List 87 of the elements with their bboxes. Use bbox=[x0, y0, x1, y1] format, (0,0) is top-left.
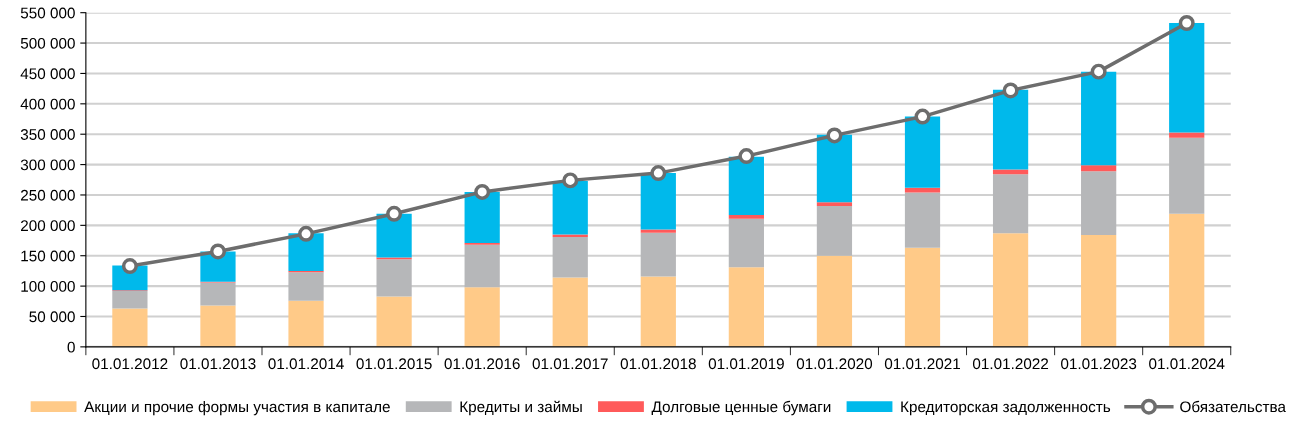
legend-label: Кредиторская задолженность bbox=[901, 401, 1111, 416]
y-tick-label: 550 000 bbox=[20, 7, 75, 19]
y-tick-label: 450 000 bbox=[20, 68, 75, 80]
bar bbox=[112, 290, 148, 309]
y-tick-label: 250 000 bbox=[21, 189, 75, 201]
y-tick-label: 50 000 bbox=[29, 311, 75, 323]
point bbox=[1090, 63, 1107, 80]
bar bbox=[640, 229, 676, 233]
bar bbox=[552, 234, 588, 237]
y-tick-label: 400 000 bbox=[20, 98, 75, 110]
point bbox=[121, 258, 138, 275]
bar bbox=[1081, 171, 1117, 236]
y-tick-label: 100 000 bbox=[21, 280, 75, 292]
bar bbox=[640, 173, 676, 230]
bar bbox=[1169, 132, 1205, 138]
y-tick-label: 350 000 bbox=[20, 129, 75, 140]
point bbox=[650, 165, 667, 182]
bar bbox=[1081, 235, 1117, 347]
x-tick-label: 01.01.2022 bbox=[972, 358, 1049, 370]
bar bbox=[904, 192, 941, 248]
y-tick-label: 500 000 bbox=[20, 37, 75, 49]
bar bbox=[728, 267, 764, 347]
bar bbox=[1169, 137, 1205, 214]
bar bbox=[992, 174, 1029, 234]
bar bbox=[1169, 23, 1205, 133]
bar bbox=[376, 296, 412, 347]
legend-label: Акции и прочие формы участия в капитале bbox=[84, 400, 390, 416]
bar bbox=[464, 244, 500, 288]
point bbox=[386, 205, 403, 222]
point bbox=[738, 148, 755, 165]
bar bbox=[376, 213, 412, 258]
bar bbox=[376, 259, 412, 297]
x-tick-label: 01.01.2017 bbox=[532, 358, 608, 370]
point bbox=[209, 243, 226, 260]
bar bbox=[464, 287, 500, 347]
bar bbox=[112, 308, 148, 347]
legend-label: Долговые ценные бумаги bbox=[651, 400, 831, 416]
point bbox=[562, 172, 579, 189]
bar bbox=[728, 215, 764, 219]
bar bbox=[992, 89, 1029, 170]
bar bbox=[640, 276, 676, 347]
y-tick-label: 150 000 bbox=[21, 250, 75, 262]
bar bbox=[200, 305, 236, 347]
y-tick-label: 0 bbox=[67, 341, 75, 353]
bar bbox=[552, 180, 588, 235]
bar bbox=[1169, 213, 1205, 347]
bar bbox=[992, 169, 1029, 175]
x-tick-label: 01.01.2018 bbox=[620, 358, 696, 370]
x-tick-label: 01.01.2023 bbox=[1061, 358, 1137, 370]
bar bbox=[1081, 165, 1117, 172]
x-tick-label: 01.01.2012 bbox=[92, 358, 168, 370]
bar bbox=[904, 116, 941, 188]
bar bbox=[992, 233, 1029, 347]
bar bbox=[816, 134, 853, 203]
x-tick-label: 01.01.2024 bbox=[1149, 358, 1225, 370]
bar bbox=[904, 187, 941, 193]
bar bbox=[288, 300, 324, 347]
x-tick-label: 01.01.2016 bbox=[444, 358, 520, 370]
x-tick-label: 01.01.2019 bbox=[708, 358, 784, 370]
point bbox=[914, 108, 931, 125]
x-tick-label: 01.01.2020 bbox=[796, 358, 873, 370]
bar bbox=[288, 272, 324, 301]
point bbox=[826, 127, 843, 144]
legend-label: Кредиты и займы bbox=[460, 400, 582, 416]
x-tick-label: 01.01.2013 bbox=[180, 358, 256, 370]
y-tick-label: 200 000 bbox=[21, 220, 75, 232]
bar bbox=[552, 236, 588, 278]
bar bbox=[464, 191, 500, 243]
bar bbox=[552, 277, 588, 347]
x-tick-label: 01.01.2021 bbox=[884, 358, 960, 370]
bar bbox=[816, 202, 853, 206]
point bbox=[1002, 82, 1019, 99]
point bbox=[1178, 15, 1195, 32]
bar bbox=[728, 156, 764, 216]
x-tick-label: 01.01.2015 bbox=[356, 358, 432, 370]
point bbox=[298, 225, 315, 242]
point bbox=[474, 183, 491, 200]
y-tick-label: 300 000 bbox=[20, 159, 75, 171]
bar bbox=[728, 218, 764, 268]
legend-label: Обязательства bbox=[1180, 400, 1286, 413]
bar bbox=[640, 232, 676, 277]
bar bbox=[816, 205, 853, 256]
bar bbox=[200, 282, 236, 306]
x-tick-label: 01.01.2014 bbox=[268, 358, 344, 370]
bar bbox=[1081, 71, 1117, 166]
bar bbox=[904, 247, 941, 347]
bar bbox=[816, 255, 853, 347]
